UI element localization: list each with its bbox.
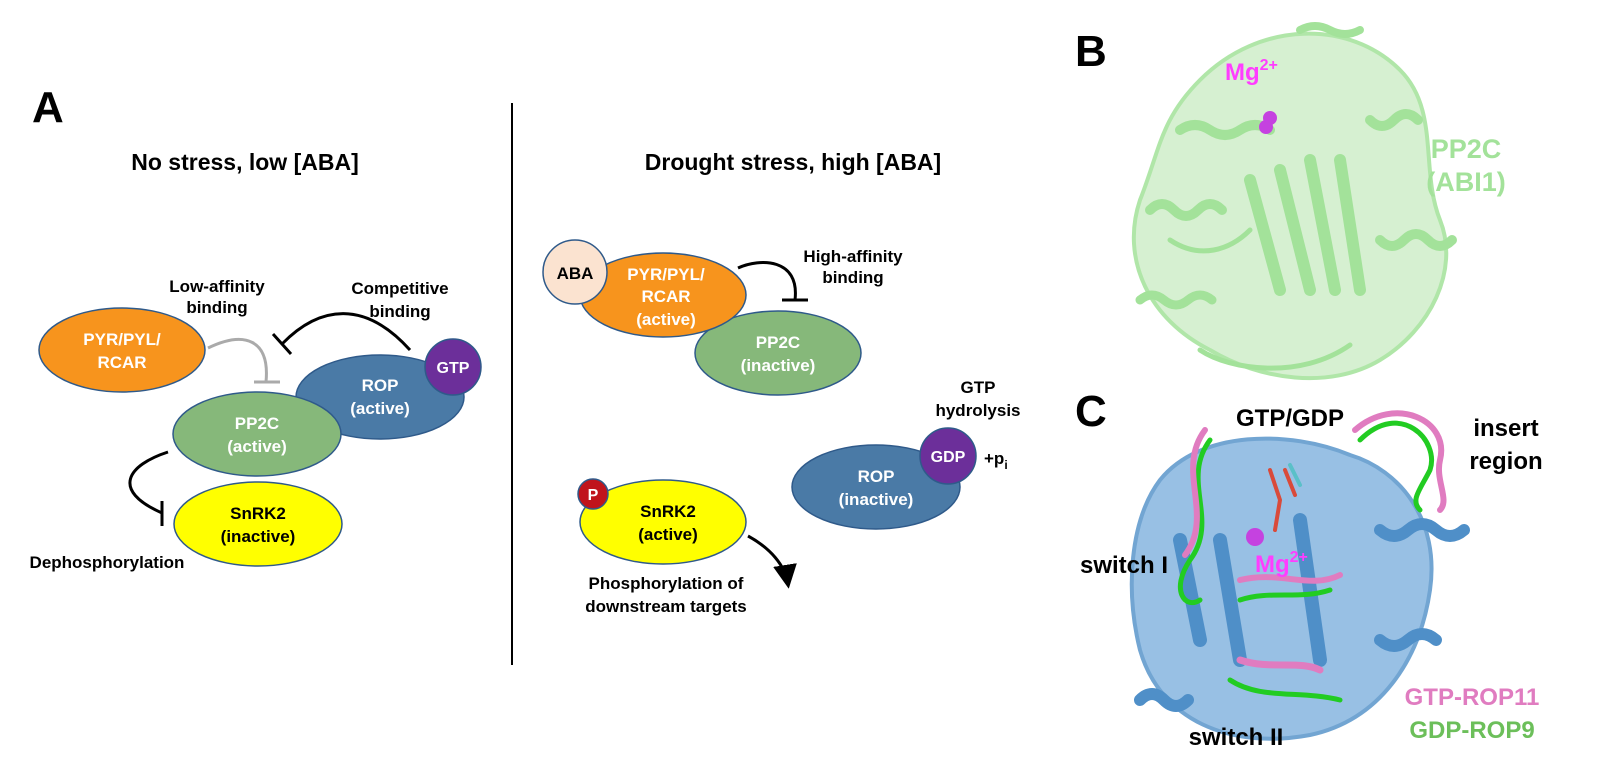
mg-label-c-sup: 2+ — [1290, 549, 1308, 566]
pp2c-inactive-line1: PP2C — [756, 333, 800, 352]
phosphate-p-circle — [577, 478, 609, 510]
phosphate-main: +p — [984, 449, 1004, 468]
pp2c-active-line1: PP2C — [235, 414, 279, 433]
snrk2-active-line1: SnRK2 — [640, 502, 696, 521]
drought-heading: Drought stress, high [ABA] — [645, 149, 941, 175]
drought-stress-diagram: Drought stress, high [ABA] High-affinity… — [542, 149, 1021, 616]
phosphate-label: +pi — [984, 449, 1008, 472]
gtp-label: GTP — [437, 360, 470, 377]
switch-one-label: switch I — [1080, 552, 1168, 579]
panel-a-letter: A — [32, 83, 64, 132]
rop-structure-image — [1129, 410, 1470, 741]
pp2c-abi1-line1: PP2C — [1431, 134, 1502, 164]
phosphorylation-label-line2: downstream targets — [585, 597, 747, 616]
pyr-node-left-line2: RCAR — [97, 353, 146, 372]
gtp-hydrolysis-line2: hydrolysis — [935, 401, 1020, 420]
competitive-inhibition-arrow — [280, 312, 412, 352]
pp2c-structure-image — [1131, 22, 1457, 381]
mg-label-b-sup: 2+ — [1260, 57, 1278, 74]
phosphate-p-label: P — [588, 487, 599, 504]
snrk2-active-line2: (active) — [638, 525, 698, 544]
competitive-label-line1: Competitive — [351, 279, 448, 298]
mg-label-b-main: Mg — [1225, 59, 1260, 86]
pp2c-inactive-node — [694, 310, 862, 396]
snrk2-inactive-line2: (inactive) — [221, 527, 296, 546]
gtp-circle — [424, 338, 482, 396]
rop-inactive-line2: (inactive) — [839, 490, 914, 509]
competitive-label-line2: binding — [369, 302, 430, 321]
panel-b-letter: B — [1075, 27, 1107, 76]
mg-label-b: Mg2+ — [1225, 57, 1278, 86]
low-affinity-inhibition-arrow — [207, 338, 268, 383]
high-affinity-inhibition-arrow — [737, 261, 797, 301]
pyr-node-right-line1: PYR/PYL/ — [627, 265, 705, 284]
mg-sphere-b2 — [1259, 120, 1273, 134]
rop-active-line2: (active) — [350, 399, 410, 418]
panel-c-letter: C — [1075, 387, 1107, 436]
aba-circle — [542, 239, 608, 305]
panel-b: B Mg2+ PP2C (ABI1) — [1075, 22, 1506, 381]
no-stress-heading: No stress, low [ABA] — [131, 149, 358, 175]
panel-c: C GTP/GDP insert re — [1075, 387, 1543, 751]
low-affinity-label-line2: binding — [186, 298, 247, 317]
pyr-node-right-line3: (active) — [636, 310, 696, 329]
rop-inactive-line1: ROP — [858, 467, 895, 486]
insert-region-line2: region — [1469, 448, 1542, 475]
snrk2-inactive-node — [173, 481, 343, 567]
mg-sphere-c — [1246, 528, 1264, 546]
phosphorylation-arrow — [747, 534, 797, 589]
rop-inactive-node — [791, 444, 961, 530]
legend-gdp-rop9: GDP-ROP9 — [1409, 717, 1534, 744]
pp2c-inactive-line2: (inactive) — [741, 356, 816, 375]
gtp-gdp-label: GTP/GDP — [1236, 405, 1344, 432]
rop-active-line1: ROP — [362, 376, 399, 395]
insert-region-line1: insert — [1473, 415, 1538, 442]
high-affinity-label-line2: binding — [822, 268, 883, 287]
aba-label: ABA — [557, 264, 594, 283]
gdp-label: GDP — [931, 449, 966, 466]
phosphate-subscript: i — [1004, 458, 1007, 472]
snrk2-inactive-line1: SnRK2 — [230, 504, 286, 523]
mg-label-c-main: Mg — [1255, 551, 1290, 578]
gdp-circle — [919, 427, 977, 485]
panel-a: A No stress, low [ABA] Low-affinity bind… — [30, 83, 1021, 665]
pyr-node-left-line1: PYR/PYL/ — [83, 330, 161, 349]
pyr-node-left — [38, 307, 206, 393]
phosphorylation-label-line1: Phosphorylation of — [589, 574, 744, 593]
no-stress-diagram: No stress, low [ABA] Low-affinity bindin… — [30, 149, 482, 572]
pp2c-active-line2: (active) — [227, 437, 287, 456]
gtp-hydrolysis-line1: GTP — [961, 378, 996, 397]
legend-gtp-rop11: GTP-ROP11 — [1405, 684, 1540, 711]
low-affinity-label-line1: Low-affinity — [169, 277, 265, 296]
snrk2-active-node — [579, 479, 747, 565]
pyr-node-right-line2: RCAR — [641, 287, 690, 306]
dephos-inhibition-arrow — [128, 450, 169, 515]
mg-label-c: Mg2+ — [1255, 549, 1308, 578]
pp2c-active-node — [172, 391, 342, 477]
dephosphorylation-label: Dephosphorylation — [30, 553, 185, 572]
high-affinity-label-line1: High-affinity — [803, 247, 903, 266]
pp2c-abi1-line2: (ABI1) — [1426, 167, 1506, 197]
competitive-inhibition-bar — [271, 332, 293, 356]
switch-two-label: switch II — [1189, 724, 1284, 751]
